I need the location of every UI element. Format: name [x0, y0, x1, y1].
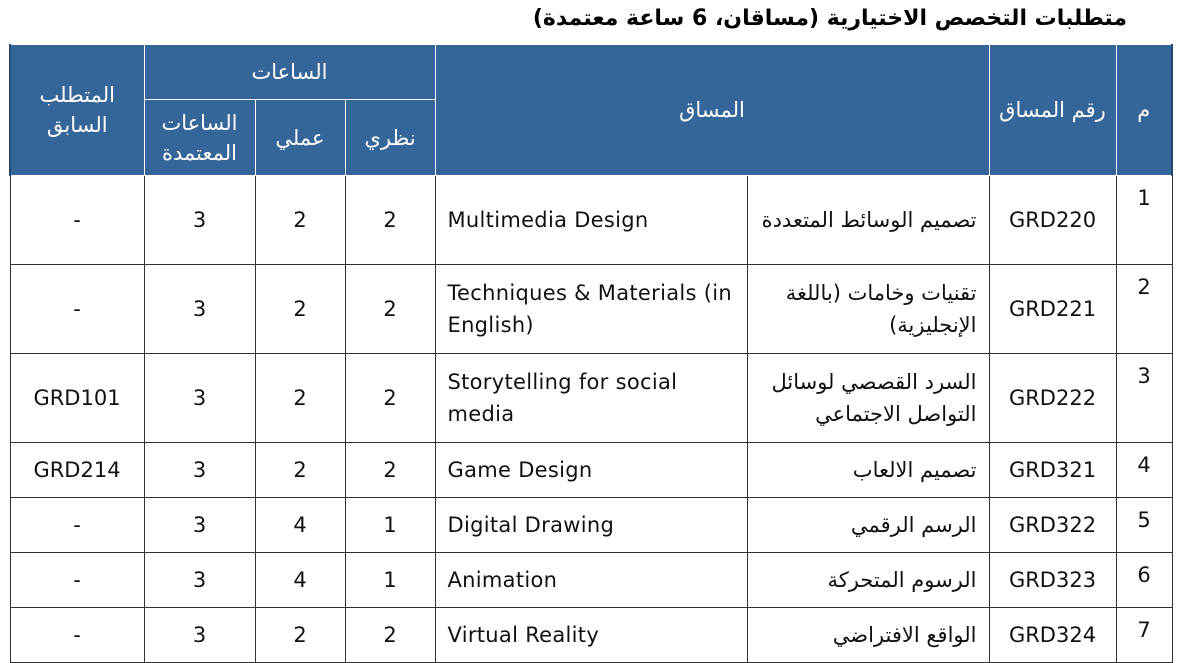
- cell-prereq: -: [9, 264, 145, 354]
- cell-credit: 3: [143, 497, 256, 553]
- cell-ar: تصميم الوسائط المتعددة: [746, 175, 990, 265]
- header-prereq: المتطلب السابق: [9, 44, 145, 176]
- table-row: -3 2 2 Virtual Reality الواقع الافتراضي GRD32…: [9, 607, 1173, 663]
- cell-m: 3: [1115, 353, 1173, 443]
- cell-en: Digital Drawing: [434, 497, 748, 553]
- cell-en: Techniques & Materials (in English): [434, 264, 748, 354]
- cell-code: GRD323: [988, 552, 1117, 608]
- cell-theory: 2: [344, 442, 436, 498]
- cell-credit: 3: [143, 552, 256, 608]
- header-theory: نظري: [344, 99, 436, 176]
- cell-prereq: -: [9, 175, 145, 265]
- cell-m: 1: [1115, 175, 1173, 265]
- table-row: -3 4 1 Animation الرسوم المتحركة GRD323 6: [9, 552, 1173, 608]
- header-credit: الساعات المعتمدة: [143, 99, 256, 176]
- cell-practical: 4: [254, 497, 346, 553]
- header-practical: عملي: [254, 99, 346, 176]
- cell-en: Game Design: [434, 442, 748, 498]
- header-code: رقم المساق: [988, 44, 1117, 176]
- cell-code: GRD220: [988, 175, 1117, 265]
- cell-en: Multimedia Design: [434, 175, 748, 265]
- cell-credit: 3: [143, 264, 256, 354]
- cell-m: 5: [1115, 497, 1173, 553]
- cell-theory: 2: [344, 607, 436, 663]
- elective-courses-table: المتطلب السابق الساعات المساق رقم المساق…: [9, 44, 1173, 663]
- cell-code: GRD324: [988, 607, 1117, 663]
- table-row: GRD101 3 2 2 Storytelling for social media ال…: [9, 353, 1173, 443]
- cell-prereq: GRD214: [9, 442, 145, 498]
- cell-en: Animation: [434, 552, 748, 608]
- cell-credit: 3: [143, 353, 256, 443]
- cell-prereq: GRD101: [9, 353, 145, 443]
- table-row: -3 4 1 Digital Drawing الرسم الرقمي GRD322 5: [9, 497, 1173, 553]
- cell-credit: 3: [143, 442, 256, 498]
- table-row: GRD214 3 2 2 Game Design تصميم الالعاب GRD321 4: [9, 442, 1173, 498]
- cell-m: 4: [1115, 442, 1173, 498]
- cell-credit: 3: [143, 607, 256, 663]
- table-row: -3 2 2 Techniques & Materials (in English) ت…: [9, 264, 1173, 354]
- cell-practical: 2: [254, 442, 346, 498]
- cell-theory: 1: [344, 552, 436, 608]
- cell-ar: الواقع الافتراضي: [746, 607, 990, 663]
- cell-code: GRD322: [988, 497, 1117, 553]
- cell-practical: 2: [254, 264, 346, 354]
- cell-code: GRD321: [988, 442, 1117, 498]
- header-index: م: [1115, 44, 1173, 176]
- cell-en: Virtual Reality: [434, 607, 748, 663]
- header-course: المساق: [434, 44, 990, 176]
- cell-prereq: -: [9, 552, 145, 608]
- cell-practical: 2: [254, 353, 346, 443]
- cell-m: 7: [1115, 607, 1173, 663]
- cell-ar: السرد القصصي لوسائل التواصل الاجتماعي: [746, 353, 990, 443]
- cell-practical: 2: [254, 175, 346, 265]
- cell-prereq: -: [9, 497, 145, 553]
- cell-code: GRD222: [988, 353, 1117, 443]
- cell-en: Storytelling for social media: [434, 353, 748, 443]
- section-title: متطلبات التخصص الاختيارية (مساقان، 6 ساع…: [532, 6, 1127, 31]
- header-hours: الساعات: [143, 44, 436, 100]
- cell-m: 6: [1115, 552, 1173, 608]
- cell-theory: 2: [344, 353, 436, 443]
- cell-theory: 1: [344, 497, 436, 553]
- table-row: -3 2 2 Multimedia Design تصميم الوسائط المتع…: [9, 175, 1173, 265]
- cell-prereq: -: [9, 607, 145, 663]
- cell-code: GRD221: [988, 264, 1117, 354]
- cell-theory: 2: [344, 175, 436, 265]
- cell-ar: الرسم الرقمي: [746, 497, 990, 553]
- cell-theory: 2: [344, 264, 436, 354]
- cell-ar: تقنيات وخامات (باللغة الإنجليزية): [746, 264, 990, 354]
- cell-ar: تصميم الالعاب: [746, 442, 990, 498]
- cell-m: 2: [1115, 264, 1173, 354]
- cell-ar: الرسوم المتحركة: [746, 552, 990, 608]
- cell-practical: 2: [254, 607, 346, 663]
- cell-practical: 4: [254, 552, 346, 608]
- cell-credit: 3: [143, 175, 256, 265]
